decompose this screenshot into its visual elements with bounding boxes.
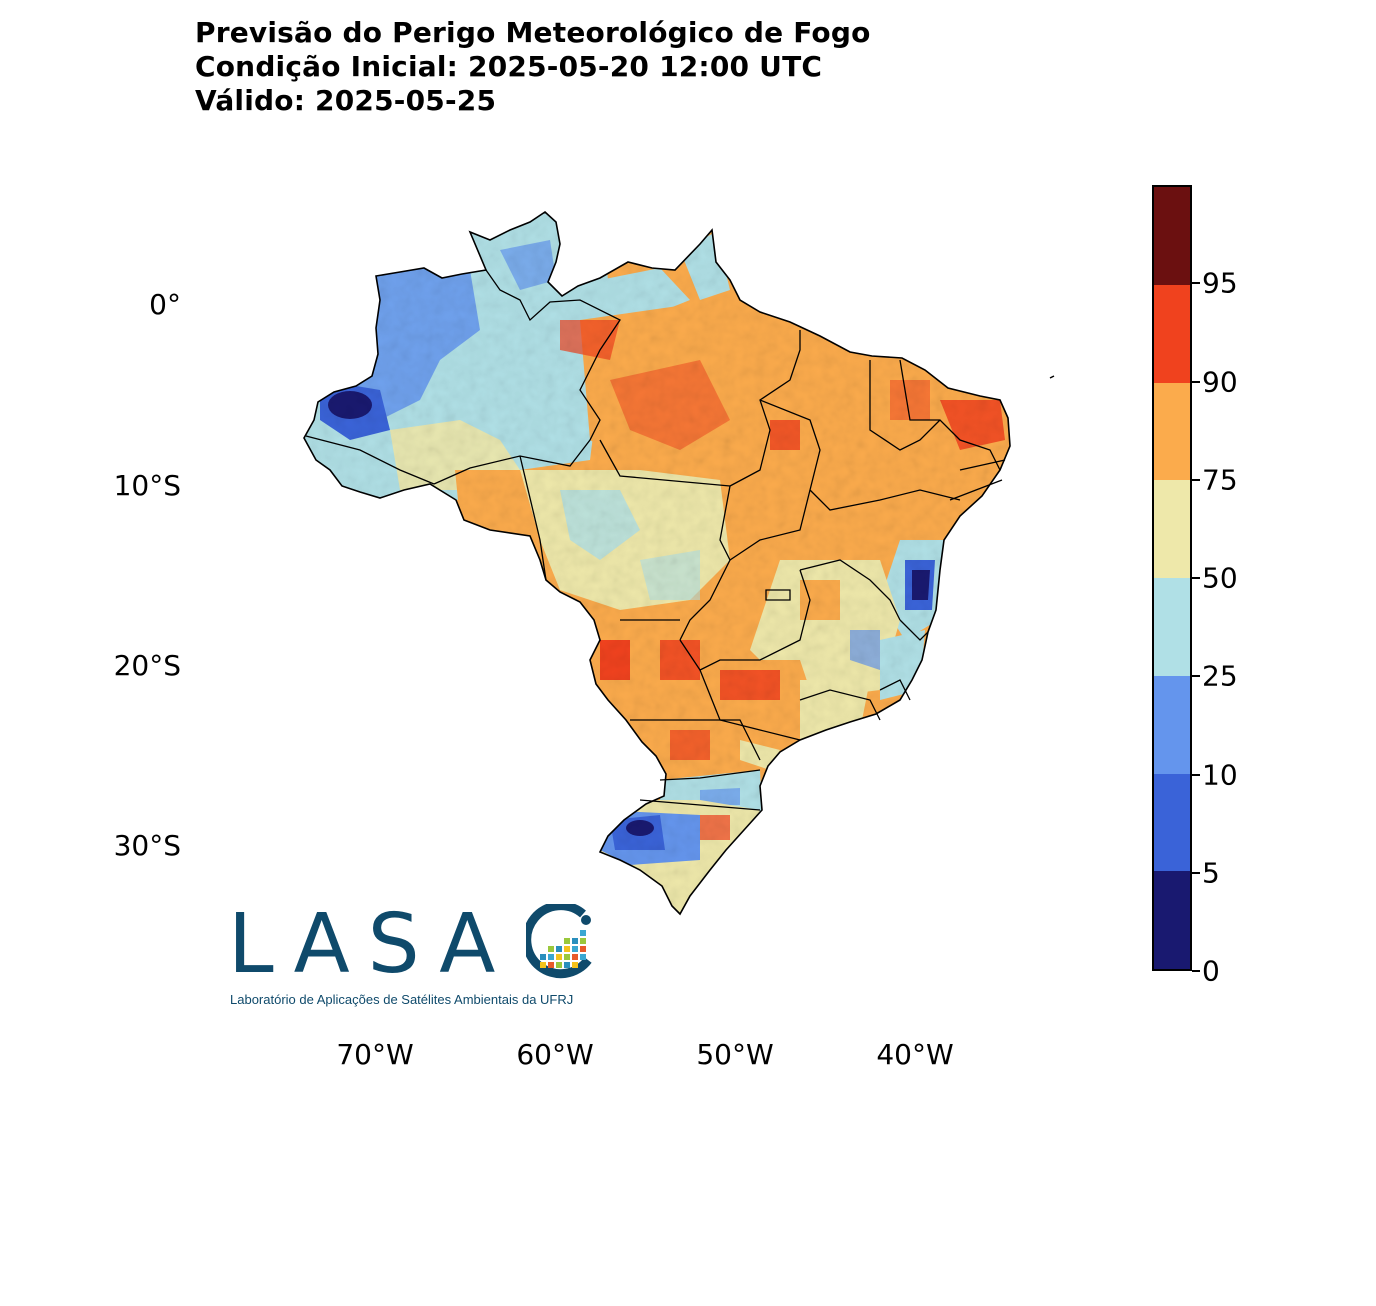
title-line-2: Condição Inicial: 2025-05-20 12:00 UTC — [195, 50, 823, 83]
map-title: Previsão do Perigo Meteorológico de Fogo… — [195, 16, 871, 118]
colorbar-segment — [1154, 284, 1190, 383]
lon-label-40w: 40°W — [876, 1038, 954, 1071]
lon-label-60w: 60°W — [516, 1038, 594, 1071]
colorbar-tick — [1192, 282, 1200, 285]
colorbar-tick-label: 10 — [1202, 758, 1238, 791]
colorbar-tick — [1192, 773, 1200, 776]
colorbar-segment — [1154, 382, 1190, 481]
lat-label-30s: 30°S — [113, 829, 181, 862]
lon-label-50w: 50°W — [696, 1038, 774, 1071]
island-mark — [1049, 375, 1055, 379]
lon-label-70w: 70°W — [336, 1038, 414, 1071]
state-borders — [305, 269, 1006, 811]
colorbar-tick-label: 0 — [1202, 954, 1220, 988]
colorbar-segment — [1154, 578, 1190, 676]
colorbar-segment — [1154, 773, 1190, 872]
colorbar-tick-label: 5 — [1202, 856, 1220, 890]
lat-label-0: 0° — [149, 288, 181, 321]
colorbar-segment — [1154, 871, 1190, 969]
colorbar-tick — [1192, 577, 1200, 579]
colorbar-segment — [1154, 675, 1190, 774]
colorbar-segment — [1154, 187, 1190, 285]
lat-label-10s: 10°S — [113, 469, 181, 502]
colorbar-segment — [1154, 480, 1190, 578]
colorbar — [1152, 185, 1192, 971]
colorbar-tick — [1192, 380, 1200, 383]
colorbar-tick — [1192, 675, 1200, 678]
colorbar-tick-label: 90 — [1202, 365, 1238, 398]
colorbar-tick-label: 95 — [1202, 266, 1238, 300]
colorbar-tick-label: 75 — [1202, 463, 1238, 497]
logo-subtitle: Laboratório de Aplicações de Satélites A… — [230, 992, 574, 1007]
title-line-1: Previsão do Perigo Meteorológico de Fogo — [195, 16, 871, 49]
title-line-3: Válido: 2025-05-25 — [195, 84, 497, 117]
lasa-logo: LASA Laboratório de Aplicações d — [228, 900, 598, 1015]
colorbar-tick — [1192, 970, 1200, 972]
colorbar-tick-label: 50 — [1202, 561, 1238, 595]
colorbar-tick-label: 25 — [1202, 659, 1238, 693]
logo-text: LASA — [228, 897, 514, 992]
colorbar-tick — [1192, 478, 1200, 481]
colorbar-tick — [1192, 871, 1200, 874]
fire-danger-field — [304, 212, 1010, 914]
logo-satellite-icon — [526, 904, 592, 979]
lat-label-20s: 20°S — [113, 649, 181, 682]
